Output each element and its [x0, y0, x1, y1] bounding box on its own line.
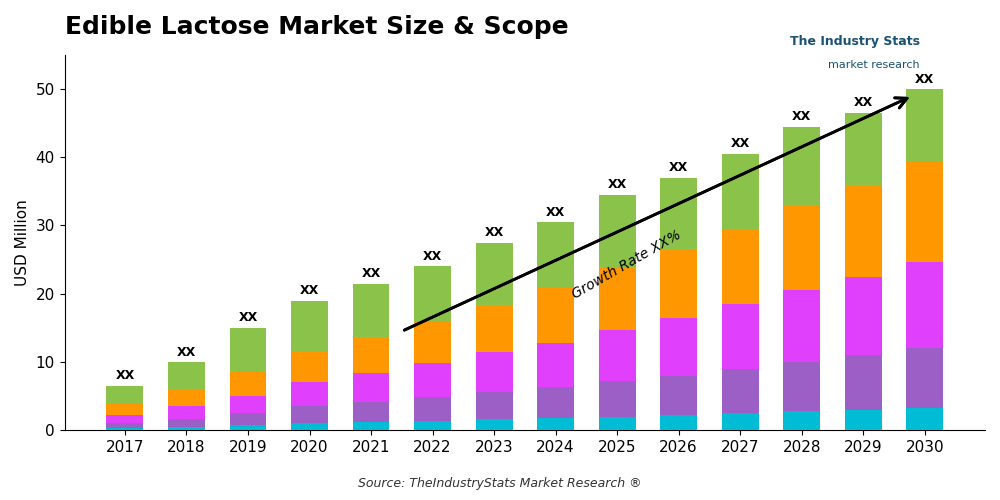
Text: XX: XX: [115, 370, 135, 382]
Text: XX: XX: [300, 284, 319, 297]
Bar: [353, 402, 389, 422]
Bar: [722, 304, 759, 369]
Text: Growth Rate XX%: Growth Rate XX%: [569, 227, 683, 301]
Bar: [660, 416, 697, 430]
Bar: [599, 381, 636, 416]
Bar: [783, 362, 820, 411]
Text: Source: TheIndustryStats Market Research ®: Source: TheIndustryStats Market Research…: [358, 477, 642, 490]
Bar: [906, 262, 943, 348]
Text: Edible Lactose Market Size & Scope: Edible Lactose Market Size & Scope: [65, 15, 568, 39]
Bar: [230, 372, 266, 396]
Bar: [414, 362, 451, 397]
Bar: [414, 266, 451, 322]
Bar: [476, 352, 513, 392]
Bar: [906, 348, 943, 408]
Bar: [599, 268, 636, 330]
Bar: [168, 406, 205, 418]
Y-axis label: USD Million: USD Million: [15, 199, 30, 286]
Text: XX: XX: [238, 312, 258, 324]
Bar: [476, 392, 513, 419]
Bar: [783, 126, 820, 205]
Bar: [537, 222, 574, 288]
Bar: [476, 242, 513, 304]
Bar: [599, 416, 636, 430]
Text: XX: XX: [792, 110, 811, 123]
Bar: [230, 426, 266, 430]
Bar: [168, 427, 205, 430]
Bar: [168, 418, 205, 427]
Text: XX: XX: [546, 206, 565, 218]
Text: market research: market research: [828, 60, 920, 70]
Bar: [783, 411, 820, 430]
Bar: [660, 318, 697, 376]
Bar: [476, 420, 513, 430]
Bar: [783, 205, 820, 290]
Bar: [476, 304, 513, 352]
Bar: [230, 328, 266, 372]
Text: XX: XX: [607, 178, 627, 192]
Text: XX: XX: [177, 346, 196, 358]
Bar: [291, 406, 328, 424]
Bar: [783, 290, 820, 362]
Bar: [353, 422, 389, 430]
Bar: [660, 250, 697, 318]
Bar: [537, 388, 574, 418]
Bar: [906, 408, 943, 430]
Bar: [291, 382, 328, 406]
Bar: [414, 397, 451, 420]
Bar: [906, 89, 943, 162]
Bar: [537, 418, 574, 430]
Text: XX: XX: [484, 226, 504, 239]
Bar: [845, 113, 882, 184]
Text: XX: XX: [423, 250, 442, 263]
Bar: [291, 424, 328, 430]
Bar: [291, 352, 328, 382]
Bar: [722, 229, 759, 304]
Bar: [291, 300, 328, 352]
Bar: [230, 413, 266, 426]
Text: XX: XX: [361, 267, 381, 280]
Bar: [906, 162, 943, 262]
Bar: [537, 288, 574, 343]
Bar: [353, 338, 389, 373]
Bar: [537, 343, 574, 388]
Bar: [599, 195, 636, 268]
Bar: [660, 178, 697, 250]
Bar: [845, 355, 882, 410]
Bar: [845, 184, 882, 276]
Text: XX: XX: [669, 162, 688, 174]
Bar: [106, 423, 143, 428]
Text: The Industry Stats: The Industry Stats: [790, 35, 920, 48]
Bar: [168, 390, 205, 406]
Bar: [106, 428, 143, 430]
Text: XX: XX: [731, 138, 750, 150]
Bar: [414, 322, 451, 362]
Bar: [599, 330, 636, 381]
Bar: [106, 386, 143, 404]
Bar: [660, 376, 697, 416]
Bar: [414, 420, 451, 430]
Bar: [353, 373, 389, 402]
Bar: [353, 284, 389, 338]
Bar: [230, 396, 266, 413]
Bar: [845, 276, 882, 355]
Bar: [722, 413, 759, 430]
Bar: [845, 410, 882, 430]
Bar: [168, 362, 205, 390]
Text: XX: XX: [915, 72, 934, 86]
Text: XX: XX: [854, 96, 873, 110]
Bar: [722, 154, 759, 229]
Bar: [106, 414, 143, 423]
Bar: [106, 404, 143, 414]
Bar: [722, 369, 759, 413]
